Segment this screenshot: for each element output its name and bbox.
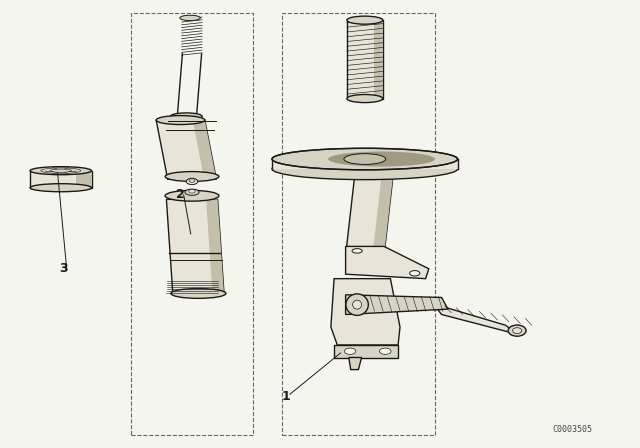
Ellipse shape xyxy=(353,300,362,309)
Ellipse shape xyxy=(513,328,522,333)
Ellipse shape xyxy=(171,289,226,298)
Polygon shape xyxy=(166,199,224,293)
Polygon shape xyxy=(347,20,383,99)
Ellipse shape xyxy=(30,184,92,192)
Polygon shape xyxy=(374,20,383,99)
Ellipse shape xyxy=(189,190,195,193)
Text: C0003505: C0003505 xyxy=(553,425,593,434)
Ellipse shape xyxy=(380,348,391,354)
Ellipse shape xyxy=(328,151,435,167)
Ellipse shape xyxy=(30,167,92,175)
Ellipse shape xyxy=(186,178,198,185)
Polygon shape xyxy=(156,120,216,179)
Ellipse shape xyxy=(344,348,356,354)
Ellipse shape xyxy=(347,95,383,103)
Ellipse shape xyxy=(346,294,368,315)
Ellipse shape xyxy=(272,148,458,170)
Ellipse shape xyxy=(508,325,526,336)
Ellipse shape xyxy=(272,158,458,180)
Ellipse shape xyxy=(165,172,219,181)
Text: 3: 3 xyxy=(59,262,67,276)
Polygon shape xyxy=(76,171,92,188)
Ellipse shape xyxy=(352,249,362,253)
Ellipse shape xyxy=(344,154,386,164)
Ellipse shape xyxy=(165,190,219,201)
Text: 2: 2 xyxy=(176,188,185,202)
Ellipse shape xyxy=(50,169,72,172)
Polygon shape xyxy=(346,295,448,314)
Text: 1: 1 xyxy=(282,390,291,403)
Ellipse shape xyxy=(156,116,205,125)
Polygon shape xyxy=(334,345,398,358)
Ellipse shape xyxy=(410,271,420,276)
Ellipse shape xyxy=(189,179,195,182)
Polygon shape xyxy=(272,159,458,169)
Ellipse shape xyxy=(170,113,202,120)
Polygon shape xyxy=(331,279,400,345)
Polygon shape xyxy=(206,199,224,293)
Polygon shape xyxy=(193,120,216,179)
Polygon shape xyxy=(346,246,429,279)
Polygon shape xyxy=(349,358,362,370)
Polygon shape xyxy=(433,304,517,334)
Ellipse shape xyxy=(180,15,200,21)
Polygon shape xyxy=(372,171,394,255)
Ellipse shape xyxy=(347,16,383,24)
Polygon shape xyxy=(346,171,394,255)
Ellipse shape xyxy=(185,189,199,195)
Polygon shape xyxy=(30,171,92,188)
